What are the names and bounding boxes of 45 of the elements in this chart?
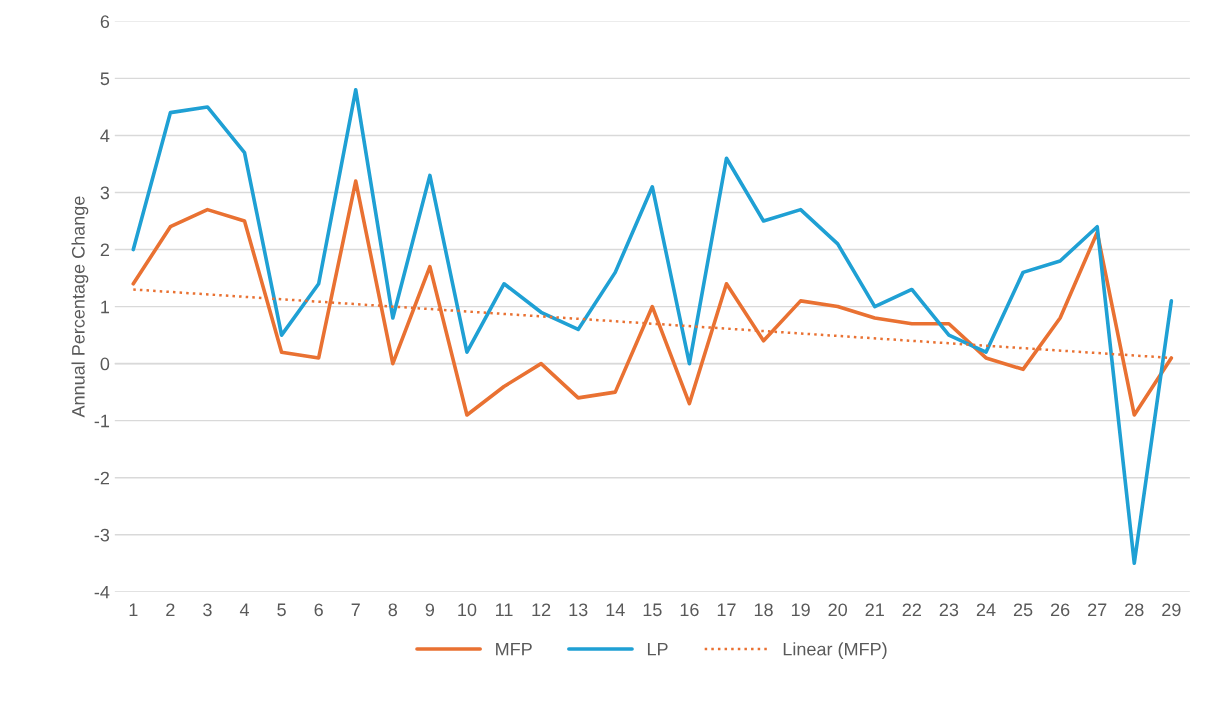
x-tick-label: 9 [425, 603, 435, 617]
y-tick-label: 6 [100, 15, 110, 29]
x-tick-label: 8 [388, 603, 398, 617]
x-tick-label: 5 [277, 603, 286, 617]
y-axis-title: Annual Percentage Change [71, 196, 89, 418]
x-tick-label: 19 [791, 603, 810, 617]
x-tick-label: 10 [458, 603, 477, 617]
x-tick-label: 3 [203, 603, 212, 617]
x-tick-label: 24 [976, 603, 996, 616]
x-tick-label: 2 [166, 603, 175, 616]
x-tick-label: 4 [239, 603, 250, 616]
x-tick-label: 12 [532, 603, 551, 616]
y-tick-label: 0 [100, 357, 110, 371]
y-tick-label: -4 [94, 585, 110, 599]
x-tick-label: 11 [496, 603, 513, 616]
x-tick-label: 21 [865, 603, 884, 616]
y-tick-label: 1 [101, 300, 110, 314]
x-tick-label: 20 [828, 603, 848, 617]
x-tick-label: 26 [1050, 603, 1070, 617]
x-tick-label: 27 [1088, 603, 1107, 616]
x-tick-label: 6 [314, 603, 323, 617]
x-tick-label: 28 [1125, 603, 1144, 617]
y-tick-label: 4 [100, 129, 110, 143]
x-tick-label: 7 [351, 603, 360, 616]
x-tick-label: 1 [129, 603, 138, 616]
x-tick-label: 17 [717, 603, 736, 616]
x-tick-label: 23 [939, 603, 959, 617]
y-tick-label: -1 [94, 414, 110, 428]
y-tick-label: -3 [94, 528, 110, 542]
y-tick-label: 5 [100, 72, 110, 86]
y-tick-label: -2 [94, 471, 109, 485]
x-tick-label: 16 [680, 603, 699, 617]
y-tick-label: 2 [100, 243, 109, 257]
x-tick-label: 14 [606, 603, 625, 616]
line-series [131, 88, 1174, 566]
x-tick-label: 18 [754, 603, 773, 617]
x-tick-label: 25 [1013, 603, 1033, 617]
x-tick-label: 13 [569, 603, 588, 617]
x-tick-label: 29 [1162, 603, 1181, 617]
legend-label: Linear (MFP) [783, 642, 887, 660]
y-tick-label: 3 [100, 186, 110, 200]
x-tick-label: 15 [643, 603, 662, 617]
x-tick-label: 22 [902, 603, 921, 616]
legend-label: LP [647, 642, 668, 656]
legend-label: MFP [496, 642, 532, 656]
